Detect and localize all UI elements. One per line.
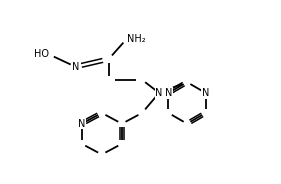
- Text: N: N: [155, 88, 163, 98]
- Text: N: N: [165, 88, 172, 98]
- Text: N: N: [78, 119, 85, 129]
- Text: HO: HO: [34, 49, 49, 59]
- Text: N: N: [202, 88, 209, 98]
- Text: N: N: [72, 62, 79, 72]
- Text: NH₂: NH₂: [126, 34, 145, 44]
